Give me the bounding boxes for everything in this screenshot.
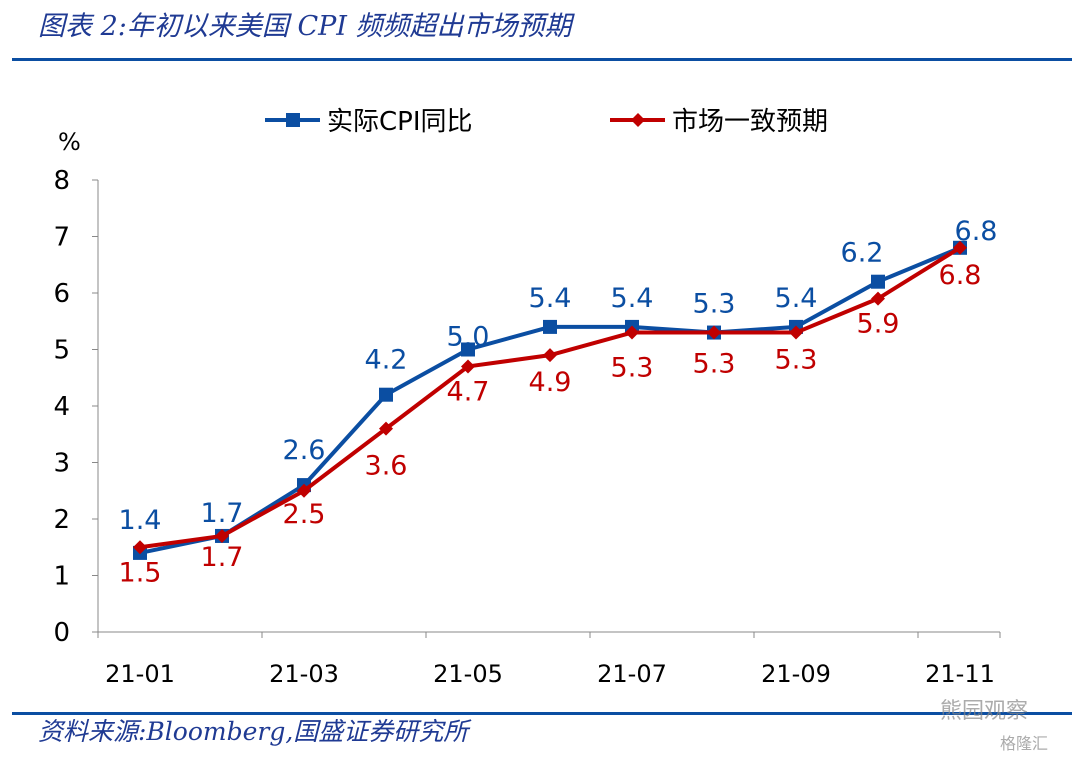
data-label: 5.0 <box>447 322 490 353</box>
data-point-expected <box>707 325 721 340</box>
data-point-expected <box>543 348 557 363</box>
x-tick-label: 21-09 <box>761 660 831 688</box>
figure-title: 图表 2:年初以来美国 CPI 频频超出市场预期 <box>38 11 572 42</box>
data-point-expected <box>215 528 229 543</box>
bottom-divider <box>12 712 1072 715</box>
data-point-expected <box>789 325 803 340</box>
y-tick-label: 7 <box>53 223 70 253</box>
data-label: 4.2 <box>365 345 408 376</box>
legend-label-1: 实际CPI同比 <box>327 107 473 137</box>
y-tick-label: 6 <box>53 279 70 309</box>
top-divider <box>12 58 1072 61</box>
y-axis-label: % <box>58 128 81 156</box>
data-point-expected <box>953 240 967 255</box>
legend-marker-diamond-icon <box>631 113 645 127</box>
data-label: 1.7 <box>201 542 244 573</box>
x-tick-label: 21-05 <box>433 660 503 688</box>
data-point-actual <box>461 342 475 357</box>
legend-label-2: 市场一致预期 <box>672 107 828 137</box>
y-tick-label: 5 <box>53 336 70 366</box>
data-label: 2.5 <box>283 499 326 530</box>
data-label: 2.6 <box>283 435 326 466</box>
data-label: 1.4 <box>119 505 162 536</box>
data-label: 5.3 <box>693 349 736 380</box>
y-tick-label: 2 <box>53 505 70 535</box>
y-tick-label: 1 <box>53 562 70 592</box>
data-point-expected <box>379 421 393 436</box>
watermark-gelonghui: 格隆汇 <box>1000 734 1049 753</box>
y-tick-label: 8 <box>53 166 70 196</box>
data-label: 5.3 <box>611 353 654 384</box>
data-label: 6.2 <box>841 238 884 269</box>
y-tick-label: 3 <box>53 449 70 479</box>
y-tick-label: 0 <box>53 618 70 648</box>
x-tick-label: 21-03 <box>269 660 339 688</box>
watermark-xiongyuan: 熊园观察 <box>940 699 1029 724</box>
data-label: 6.8 <box>955 216 998 247</box>
data-label: 5.4 <box>611 283 654 314</box>
data-label: 5.4 <box>529 283 572 314</box>
data-point-expected <box>461 359 475 374</box>
legend-marker-square-icon <box>286 113 300 127</box>
data-label: 6.8 <box>939 260 982 291</box>
x-tick-label: 21-01 <box>105 660 175 688</box>
data-label: 1.7 <box>201 498 244 529</box>
data-label: 1.5 <box>119 557 162 588</box>
data-point-expected <box>871 291 885 306</box>
x-tick-label: 21-07 <box>597 660 667 688</box>
data-point-actual <box>871 274 885 289</box>
data-label: 5.9 <box>857 309 900 340</box>
data-label: 4.9 <box>529 367 572 398</box>
data-label: 5.3 <box>693 289 736 320</box>
data-point-actual <box>379 387 393 402</box>
source-note: 资料来源:Bloomberg,国盛证券研究所 <box>38 717 469 746</box>
x-tick-label: 21-11 <box>925 660 995 688</box>
data-point-expected <box>625 325 639 340</box>
data-label: 5.4 <box>775 283 818 314</box>
data-label: 4.7 <box>447 376 490 407</box>
y-tick-label: 4 <box>53 392 70 422</box>
data-point-actual <box>543 319 557 334</box>
data-point-expected <box>133 540 147 555</box>
data-label: 3.6 <box>365 451 408 482</box>
data-label: 5.3 <box>775 345 818 376</box>
data-point-expected <box>297 483 311 498</box>
